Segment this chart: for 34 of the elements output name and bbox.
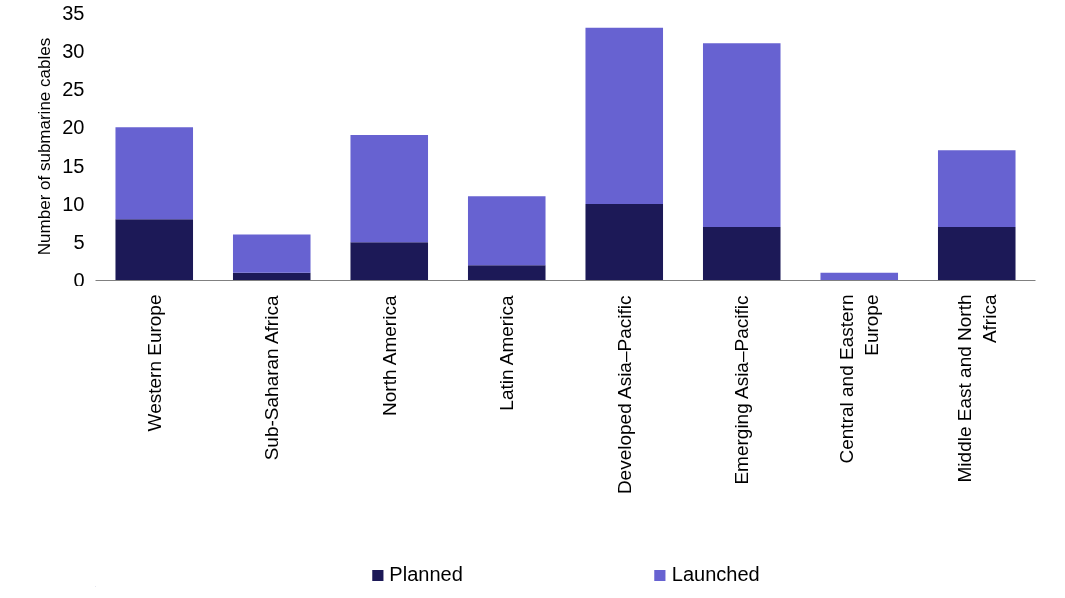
bar — [702, 43, 781, 227]
bar — [115, 219, 194, 281]
x-tick-label: Latin America — [496, 295, 518, 411]
y-tick-label: 15 — [62, 154, 85, 177]
bar — [702, 226, 781, 281]
bar — [115, 127, 194, 220]
bar — [585, 203, 664, 281]
legend-label: Launched — [671, 563, 760, 586]
x-tick-label: Central and Eastern Europe — [836, 294, 883, 464]
y-tick-label: 35 — [62, 1, 85, 24]
y-tick-label: 5 — [73, 231, 85, 254]
y-tick-label: 20 — [62, 116, 85, 139]
bar — [820, 272, 899, 281]
x-tick-label: Developed Asia–Pacific — [613, 295, 635, 495]
x-tick-label: Emerging Asia–Pacific — [731, 295, 753, 485]
y-tick-label: 30 — [62, 39, 85, 62]
x-tick-label: Middle East and North Africa — [953, 294, 1000, 483]
bar — [585, 27, 664, 204]
bar — [350, 135, 429, 243]
bar — [937, 150, 1016, 227]
x-tick-label: North America — [378, 295, 400, 416]
bar — [467, 265, 546, 281]
y-tick-label: 25 — [62, 78, 85, 101]
y-axis-title: Number of submarine cables — [35, 37, 55, 256]
bar — [467, 196, 546, 266]
x-tick-label: Western Europe — [143, 294, 165, 432]
bar — [937, 226, 1016, 281]
legend-label: Planned — [389, 563, 463, 586]
x-tick-label: Sub-Saharan Africa — [261, 295, 283, 461]
y-tick-label: 10 — [62, 192, 85, 215]
y-tick-label: 0 — [73, 268, 85, 291]
bar — [350, 242, 429, 281]
bar — [232, 234, 311, 273]
bar — [232, 272, 311, 281]
